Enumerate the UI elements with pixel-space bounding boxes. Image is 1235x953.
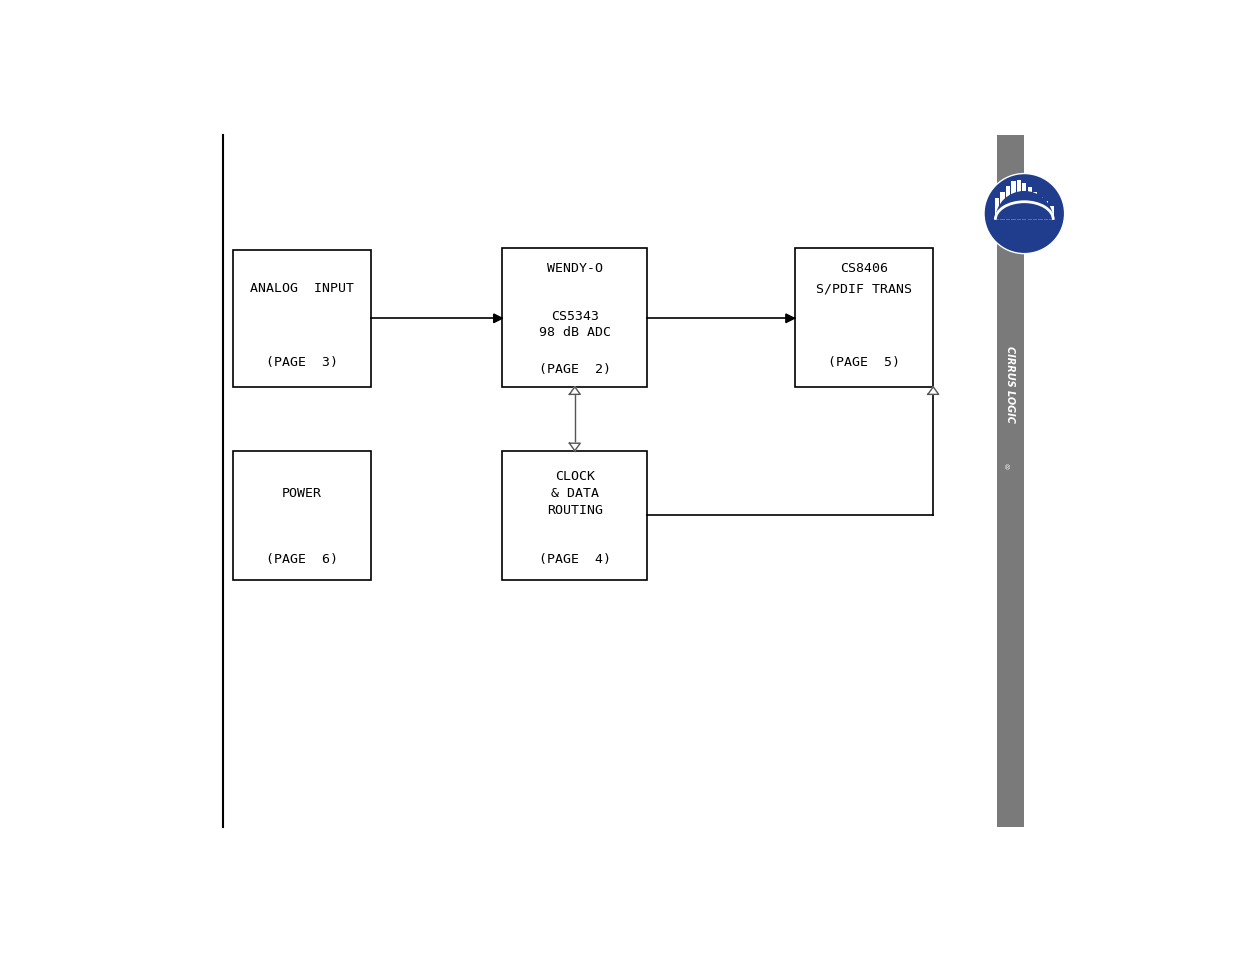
Text: ANALOG  INPUT: ANALOG INPUT [249,282,354,294]
Text: (PAGE  6): (PAGE 6) [266,553,338,565]
Circle shape [984,174,1065,254]
Text: (PAGE  3): (PAGE 3) [266,355,338,369]
Bar [503,249,647,388]
Bar [232,251,372,388]
Bar [1016,180,1021,220]
Text: CS5343: CS5343 [551,310,599,322]
Bar [995,199,999,220]
Bar [232,452,372,580]
Polygon shape [927,388,939,395]
Bar [997,136,1024,826]
Text: CS8406: CS8406 [840,262,888,274]
Polygon shape [785,314,794,323]
Bar [1005,187,1010,220]
Text: ®: ® [1004,465,1011,471]
Bar [1050,207,1053,220]
Bar [1039,197,1042,220]
Bar [1023,184,1026,220]
Text: (PAGE  4): (PAGE 4) [538,553,611,565]
Text: ROUTING: ROUTING [547,503,603,517]
Text: (PAGE  2): (PAGE 2) [538,362,611,375]
Bar [1011,182,1015,220]
Polygon shape [494,314,503,323]
Polygon shape [569,444,580,452]
Text: WENDY-O: WENDY-O [547,262,603,274]
Bar [1028,188,1032,220]
Bar [1032,193,1037,220]
Bar [1000,193,1005,220]
Text: CIRRUS LOGIC: CIRRUS LOGIC [1005,345,1015,422]
Text: S/PDIF TRANS: S/PDIF TRANS [816,282,911,294]
Text: CLOCK: CLOCK [555,470,595,482]
Text: POWER: POWER [282,486,322,499]
Text: (PAGE  5): (PAGE 5) [827,355,900,369]
Bar [1044,202,1049,220]
Bar [794,249,934,388]
Text: & DATA: & DATA [551,486,599,499]
Text: 98 dB ADC: 98 dB ADC [538,326,611,338]
Wedge shape [995,192,1053,220]
Bar [503,452,647,580]
Polygon shape [569,388,580,395]
